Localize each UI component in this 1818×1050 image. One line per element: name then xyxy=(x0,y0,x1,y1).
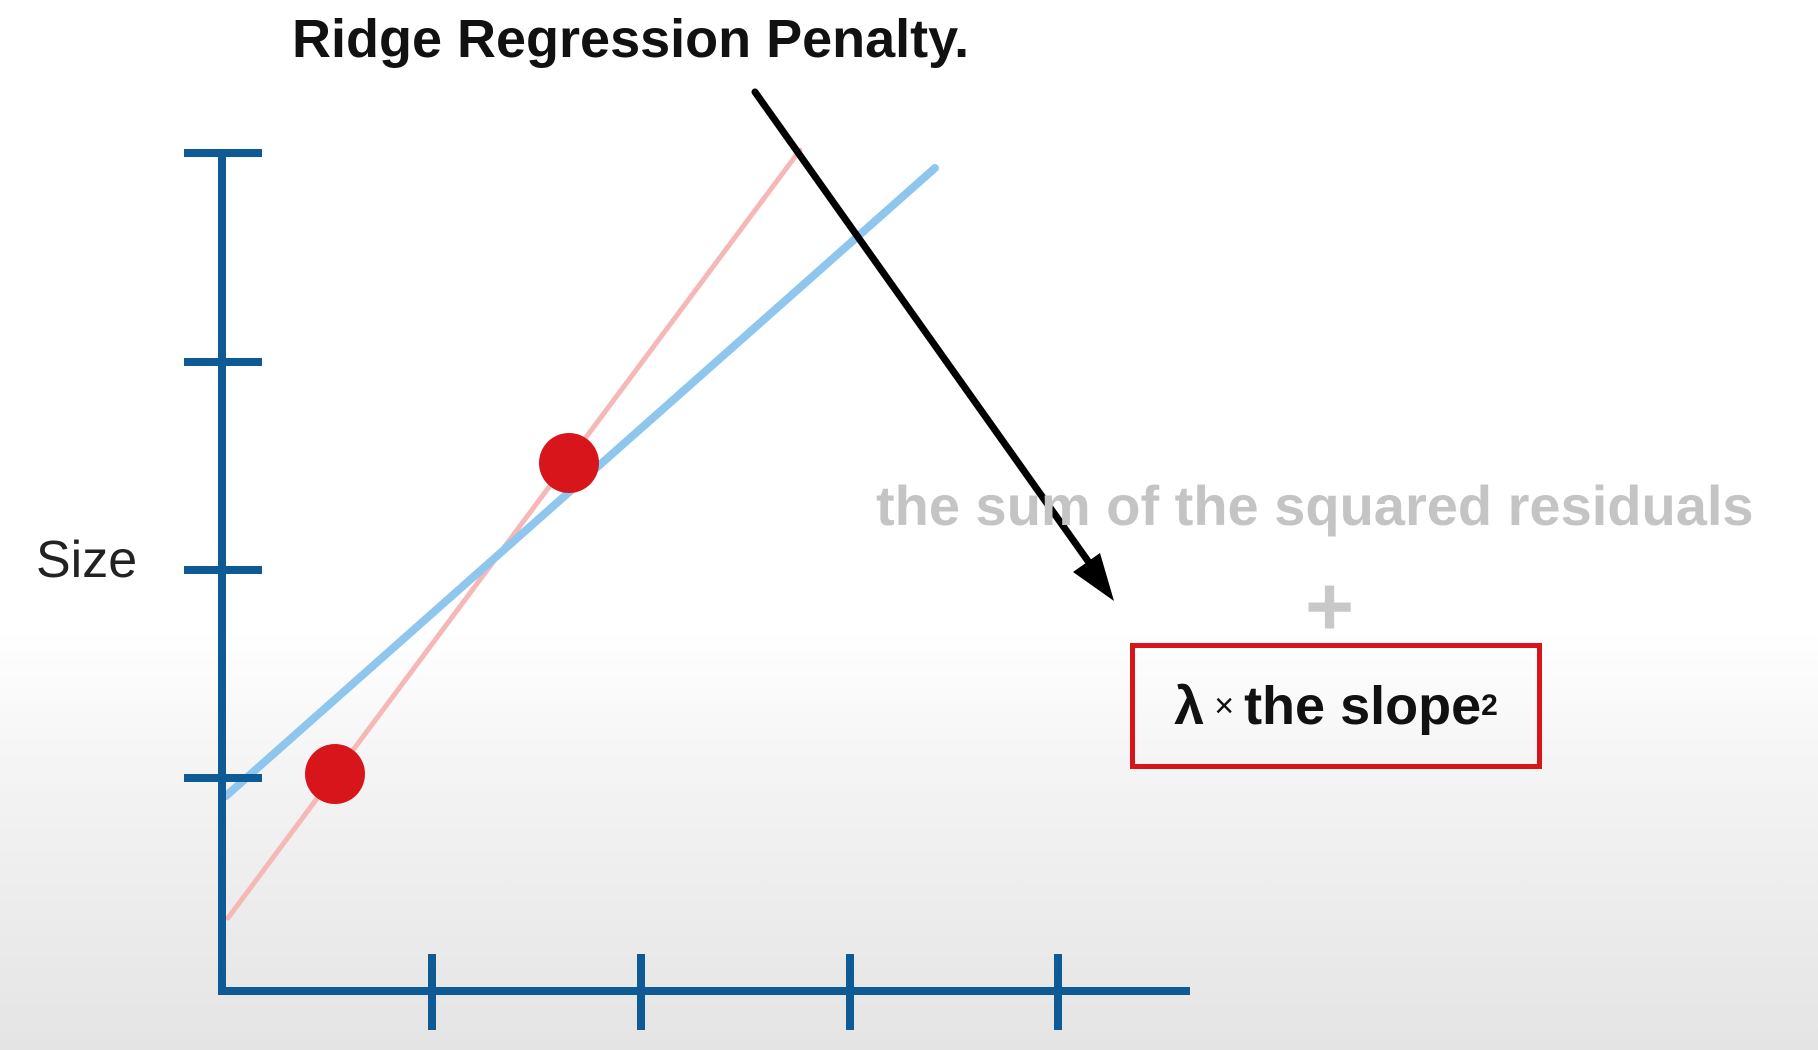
sum-of-squared-residuals-text: the sum of the squared residuals xyxy=(876,474,1754,537)
data-point xyxy=(539,433,599,493)
penalty-term-box: λ × the slope 2 xyxy=(1130,643,1542,769)
slope-text: the slope xyxy=(1244,676,1482,736)
lambda-symbol: λ xyxy=(1174,676,1205,736)
data-point xyxy=(305,744,365,804)
times-symbol: × xyxy=(1214,686,1235,725)
diagram-title: Ridge Regression Penalty. xyxy=(292,9,970,69)
axes xyxy=(184,149,1190,1030)
y-axis-label: Size xyxy=(36,531,138,589)
least-squares-line xyxy=(225,147,803,921)
arrow-shaft xyxy=(751,88,1104,582)
plus-sign: + xyxy=(1305,559,1355,653)
arrow-head xyxy=(1073,553,1114,601)
